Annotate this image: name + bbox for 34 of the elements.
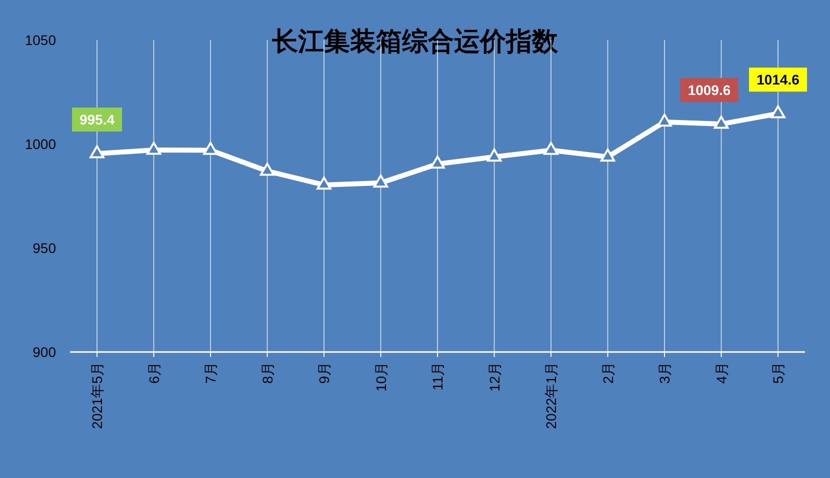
data-label: 1014.6 <box>756 72 800 88</box>
point <box>430 156 445 169</box>
point <box>657 114 672 127</box>
data-label: 995.4 <box>79 112 115 128</box>
x-tick-label: 11月 <box>430 362 446 391</box>
x-tick-label: 12月 <box>486 362 502 392</box>
x-tick-label: 6月 <box>146 362 162 384</box>
point <box>90 145 104 158</box>
y-tick-label: 1000 <box>24 136 56 152</box>
x-tick-label: 4月 <box>713 362 730 384</box>
x-tick-label: 5月 <box>770 362 786 384</box>
x-tick-label: 10月 <box>372 362 389 392</box>
y-tick-label: 950 <box>32 240 56 256</box>
x-tick-label: 2021年5月 <box>89 362 105 429</box>
point <box>486 148 502 162</box>
point <box>714 116 729 129</box>
x-tick-label: 9月 <box>316 362 332 384</box>
chart-title: 长江集装箱综合运价指数 <box>271 27 559 57</box>
x-tick-label: 2月 <box>600 362 616 384</box>
point <box>600 148 616 162</box>
point <box>544 142 558 155</box>
y-tick-label: 1050 <box>24 32 56 48</box>
point <box>316 176 332 190</box>
x-tick-label: 3月 <box>656 362 672 384</box>
x-tick-label: 8月 <box>259 362 276 384</box>
point <box>770 105 786 118</box>
point <box>373 174 388 188</box>
y-tick-label: 900 <box>32 344 56 360</box>
x-tick-label: 7月 <box>202 362 218 384</box>
point <box>260 162 275 176</box>
point <box>146 142 162 155</box>
point <box>203 142 218 155</box>
x-tick-label: 2022年1月 <box>543 362 559 429</box>
data-label: 1009.6 <box>688 82 731 98</box>
